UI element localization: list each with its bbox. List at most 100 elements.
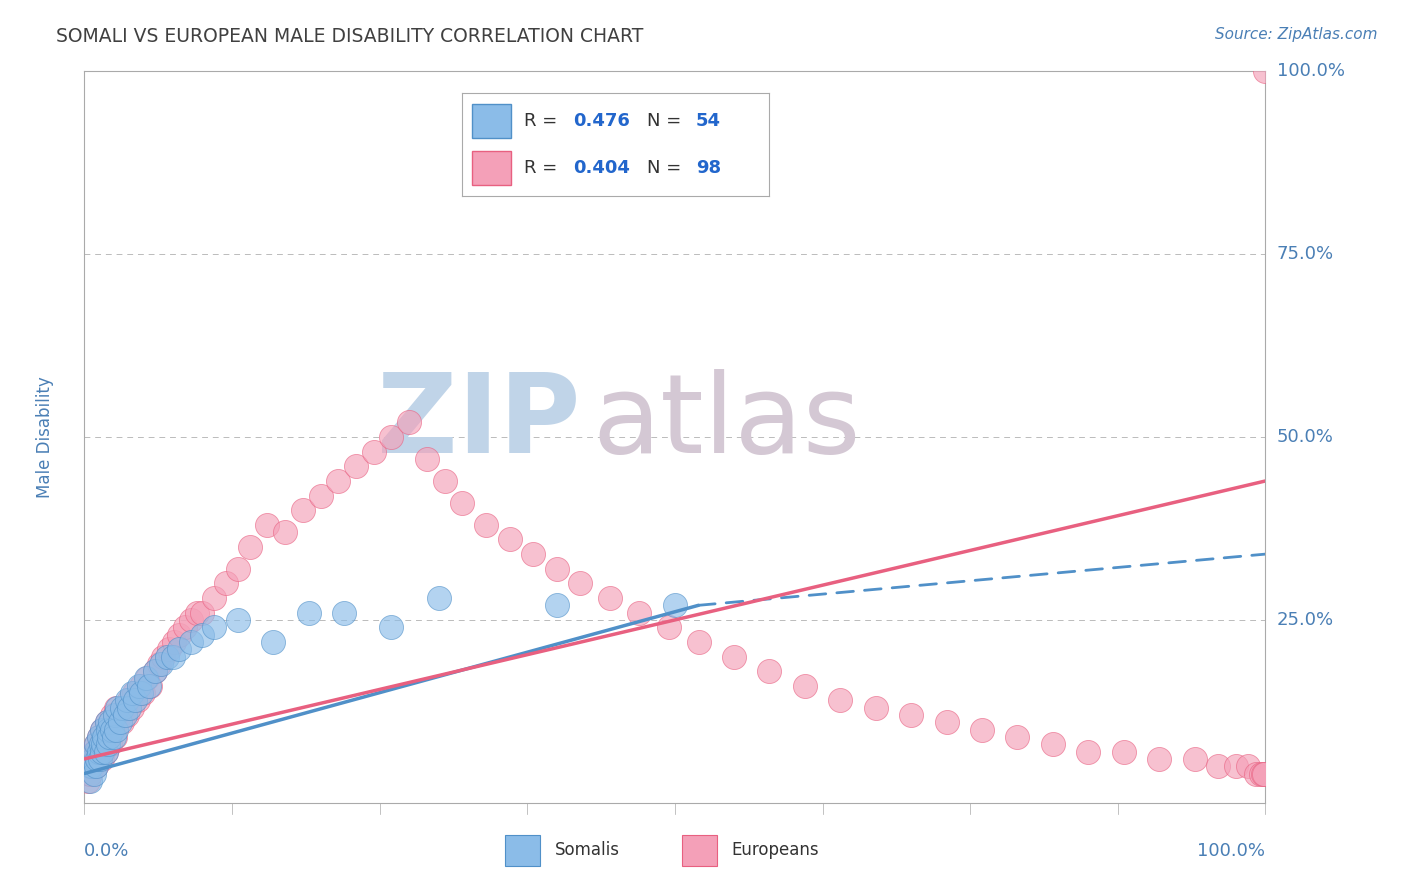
Point <box>103 715 125 730</box>
Text: ZIP: ZIP <box>377 369 581 476</box>
Text: 0.0%: 0.0% <box>84 842 129 860</box>
Point <box>108 715 131 730</box>
Point <box>262 635 284 649</box>
Point <box>101 723 124 737</box>
Point <box>658 620 681 634</box>
Point <box>77 759 100 773</box>
Point <box>1112 745 1135 759</box>
Point <box>1007 730 1029 744</box>
Point <box>91 723 114 737</box>
Point <box>91 723 114 737</box>
Point <box>100 708 122 723</box>
Point <box>1236 759 1258 773</box>
Point <box>1253 766 1275 780</box>
Point <box>94 745 117 759</box>
Point <box>118 700 141 714</box>
Point <box>150 657 173 671</box>
Point <box>107 715 129 730</box>
Point <box>793 679 815 693</box>
Point <box>91 745 114 759</box>
Point <box>935 715 957 730</box>
Point <box>114 700 136 714</box>
Point <box>132 686 155 700</box>
Point <box>599 591 621 605</box>
Point <box>628 606 651 620</box>
Point <box>239 540 262 554</box>
Point <box>970 723 993 737</box>
Point <box>115 693 138 707</box>
Point <box>136 672 159 686</box>
Point <box>398 416 420 430</box>
Point <box>226 613 249 627</box>
Point <box>82 759 104 773</box>
Text: 25.0%: 25.0% <box>1277 611 1334 629</box>
Point <box>124 693 146 707</box>
Point <box>291 503 314 517</box>
Text: atlas: atlas <box>592 369 860 476</box>
Point <box>180 613 202 627</box>
Point <box>498 533 520 547</box>
Point <box>122 686 145 700</box>
Point <box>298 606 321 620</box>
Point <box>111 700 134 714</box>
Point <box>475 517 498 532</box>
Point <box>427 591 450 605</box>
Point <box>363 444 385 458</box>
Point <box>380 430 402 444</box>
Point <box>87 730 110 744</box>
Point <box>202 591 225 605</box>
Point <box>121 700 143 714</box>
Point <box>129 686 152 700</box>
Point <box>97 723 120 737</box>
Text: 100.0%: 100.0% <box>1277 62 1344 80</box>
Point <box>96 715 118 730</box>
Point <box>186 606 208 620</box>
Point <box>100 723 122 737</box>
Point <box>416 452 439 467</box>
Point <box>865 700 887 714</box>
Point <box>93 730 115 744</box>
Point <box>191 627 214 641</box>
Point <box>1250 766 1272 780</box>
Point <box>191 606 214 620</box>
Text: 100.0%: 100.0% <box>1198 842 1265 860</box>
Point <box>138 679 160 693</box>
Point <box>758 664 780 678</box>
Point <box>84 745 107 759</box>
Point <box>1244 766 1267 780</box>
Point <box>1147 752 1170 766</box>
Point <box>163 635 186 649</box>
Point <box>1225 759 1247 773</box>
Point <box>98 715 121 730</box>
Text: Source: ZipAtlas.com: Source: ZipAtlas.com <box>1215 27 1378 42</box>
Point <box>173 620 195 634</box>
Point <box>86 752 108 766</box>
Point <box>167 642 190 657</box>
Point <box>84 737 107 751</box>
Point <box>522 547 544 561</box>
Point <box>121 686 143 700</box>
Point <box>83 766 105 780</box>
Point <box>1042 737 1064 751</box>
Point <box>84 759 107 773</box>
Point <box>180 635 202 649</box>
Point <box>83 745 105 759</box>
Point <box>569 576 592 591</box>
Point <box>91 737 114 751</box>
Point <box>139 679 162 693</box>
Point <box>546 562 568 576</box>
Point <box>90 737 112 751</box>
Point <box>104 708 127 723</box>
Point <box>215 576 238 591</box>
Point <box>77 773 100 788</box>
Point <box>79 773 101 788</box>
Point <box>344 459 367 474</box>
Point <box>723 649 745 664</box>
Point <box>97 737 120 751</box>
Point <box>328 474 350 488</box>
Point <box>451 496 474 510</box>
Point <box>87 752 110 766</box>
Point <box>79 766 101 780</box>
Point <box>127 693 149 707</box>
Point <box>82 752 104 766</box>
